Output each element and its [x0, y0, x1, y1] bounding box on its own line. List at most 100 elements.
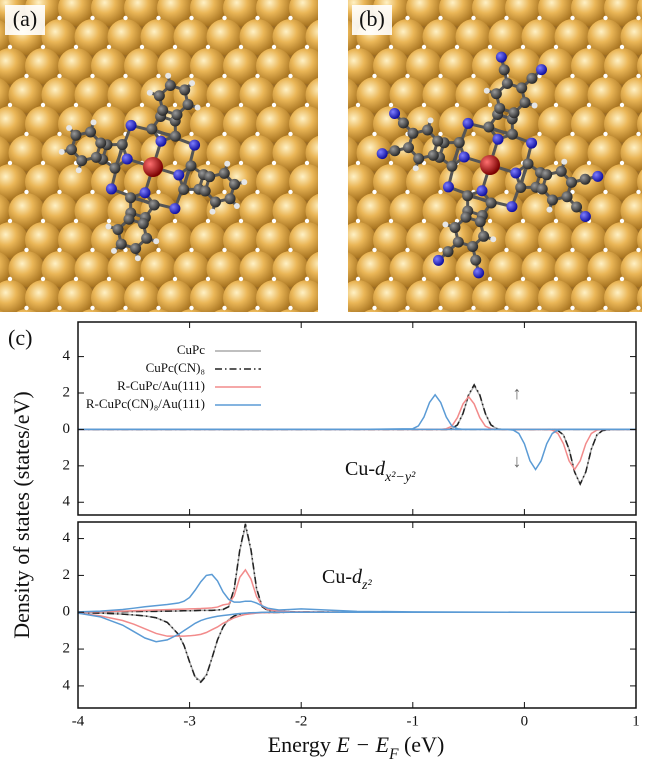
dos-line — [78, 612, 636, 682]
carbon-atom — [109, 163, 120, 174]
hollow-site — [338, 161, 342, 165]
hollow-site — [570, 16, 574, 20]
hollow-site — [537, 132, 541, 136]
nitrogen-atom — [473, 267, 484, 278]
hollow-site — [272, 161, 276, 165]
carbon-atom — [422, 124, 433, 135]
y-tick-label: 4 — [63, 348, 71, 364]
hollow-site — [272, 219, 276, 223]
hollow-site — [156, 190, 160, 194]
carbon-atom — [70, 130, 81, 141]
hollow-site — [356, 161, 360, 165]
hollow-site — [90, 16, 94, 20]
carbon-atom — [520, 97, 531, 108]
carbon-atom — [453, 237, 464, 248]
hollow-site — [504, 306, 508, 310]
hollow-site — [206, 277, 210, 281]
hydrogen-atom — [189, 80, 195, 86]
hollow-site — [173, 161, 177, 165]
nitrogen-atom — [122, 154, 133, 165]
hollow-site — [339, 190, 343, 194]
hollow-site — [339, 74, 343, 78]
hollow-site — [488, 277, 492, 281]
hollow-site — [189, 16, 193, 20]
carbon-atom — [165, 80, 176, 91]
hollow-site — [288, 74, 292, 78]
hollow-site — [305, 45, 309, 49]
carbon-atom — [210, 197, 221, 208]
carbon-atom — [432, 135, 443, 146]
hollow-site — [206, 45, 210, 49]
hollow-site — [90, 190, 94, 194]
hollow-site — [107, 335, 111, 339]
hydrogen-atom — [111, 248, 117, 254]
hollow-site — [288, 190, 292, 194]
carbon-atom — [123, 214, 134, 225]
carbon-atom — [149, 200, 160, 211]
x-tick-label: -1 — [407, 713, 420, 729]
hollow-site — [24, 132, 28, 136]
carbon-atom — [449, 222, 460, 233]
hollow-site — [422, 277, 426, 281]
hollow-site — [272, 45, 276, 49]
hollow-site — [471, 132, 475, 136]
hollow-site — [338, 277, 342, 281]
hollow-site — [57, 16, 61, 20]
hydrogen-atom — [105, 223, 111, 229]
plot-area — [78, 524, 636, 682]
hollow-site — [636, 16, 640, 20]
carbon-atom — [172, 109, 183, 120]
carbon-atom — [467, 241, 478, 252]
hollow-site — [206, 335, 210, 339]
nitrogen-atom — [477, 185, 488, 196]
hollow-site — [620, 219, 624, 223]
hydrogen-atom — [76, 167, 82, 173]
hollow-site — [422, 45, 426, 49]
carbon-atom — [494, 103, 505, 114]
nitrogen-atom — [463, 118, 474, 129]
carbon-atom — [446, 161, 457, 172]
legend-label: R-CuPc(CN)₈/Au(111) — [86, 396, 205, 411]
gold-atom — [588, 309, 624, 345]
hollow-site — [288, 16, 292, 20]
carbon-atom — [443, 246, 454, 257]
hydrogen-atom — [413, 165, 419, 171]
hollow-site — [603, 306, 607, 310]
gold-atom — [207, 309, 243, 345]
carbon-atom — [138, 218, 149, 229]
hollow-site — [372, 190, 376, 194]
copper-atom — [143, 157, 163, 177]
hollow-site — [356, 335, 360, 339]
hollow-site — [389, 277, 393, 281]
carbon-atom — [91, 152, 102, 163]
carbon-atom — [76, 155, 87, 166]
hollow-site — [570, 248, 574, 252]
carbon-atom — [66, 144, 77, 155]
carbon-atom — [95, 137, 106, 148]
x-tick-label: -4 — [72, 713, 85, 729]
carbon-atom — [562, 191, 573, 202]
hydrogen-atom — [147, 90, 153, 96]
hollow-site — [74, 103, 78, 107]
hollow-site — [239, 277, 243, 281]
hollow-site — [587, 45, 591, 49]
nitrogen-atom — [106, 183, 117, 194]
hollow-site — [554, 335, 558, 339]
y-tick-label: 4 — [63, 677, 71, 693]
hydrogen-atom — [428, 117, 434, 123]
hollow-site — [107, 45, 111, 49]
hollow-site — [338, 219, 342, 223]
y-tick-label: 2 — [63, 384, 71, 400]
hollow-site — [321, 248, 325, 252]
hollow-site — [24, 306, 28, 310]
hollow-site — [389, 103, 393, 107]
hollow-site — [90, 306, 94, 310]
carbon-atom — [491, 88, 502, 99]
text-part: ↓ — [513, 451, 522, 471]
hydrogen-atom — [241, 179, 247, 185]
hollow-site — [107, 277, 111, 281]
dos-line — [78, 612, 636, 681]
hollow-site — [521, 277, 525, 281]
hollow-site — [321, 74, 325, 78]
hollow-site — [587, 277, 591, 281]
